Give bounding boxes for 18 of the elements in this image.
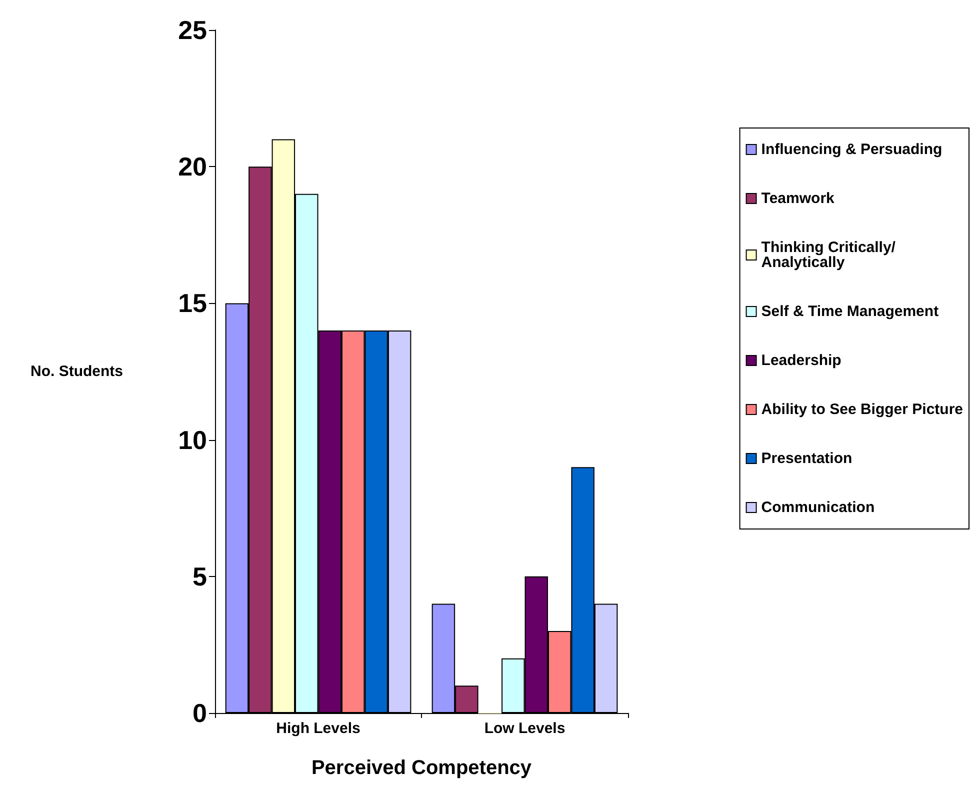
y-tick-label: 15 bbox=[178, 288, 207, 318]
y-axis-title: No. Students bbox=[30, 363, 123, 380]
y-tick-label: 10 bbox=[178, 424, 207, 455]
legend-label: Teamwork bbox=[761, 190, 836, 207]
y-tick-label: 5 bbox=[192, 561, 207, 592]
legend-label: Self & Time Management bbox=[761, 303, 939, 320]
y-tick-label: 20 bbox=[178, 152, 207, 182]
legend-label: Ability to See Bigger Picture bbox=[761, 401, 964, 418]
legend-label: Thinking Critically/ Analytically bbox=[761, 239, 900, 271]
legend-label: Communication bbox=[761, 499, 875, 516]
y-tick-label: 25 bbox=[178, 15, 207, 45]
x-axis-title: Perceived Competency bbox=[311, 757, 532, 779]
x-tick-label: Low Levels bbox=[484, 720, 566, 737]
legend-label: Leadership bbox=[761, 352, 842, 369]
legend-label: Influencing & Persuading bbox=[761, 141, 942, 158]
x-tick-label: High Levels bbox=[276, 720, 360, 737]
legend-label: Presentation bbox=[761, 450, 852, 467]
y-tick-label: 0 bbox=[192, 698, 207, 728]
